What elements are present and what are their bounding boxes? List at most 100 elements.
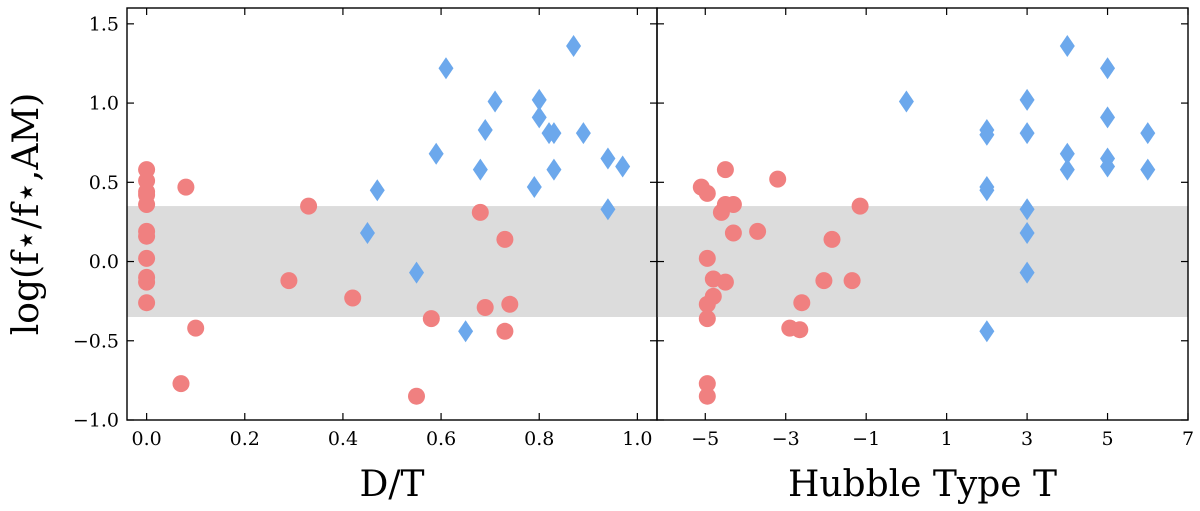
circle-point: [138, 196, 156, 213]
circle-point: [138, 227, 156, 245]
circle-point: [769, 170, 787, 188]
diamond-point: [1140, 122, 1156, 145]
y-tick-label: 1.5: [89, 13, 119, 35]
axes-frame: [656, 7, 1189, 421]
circle-point: [712, 203, 730, 221]
x-tick-label: 5: [1101, 428, 1113, 450]
circle-point: [422, 310, 440, 328]
x-tick-label: 0.6: [426, 428, 456, 450]
y-tick-label: 1.0: [89, 93, 119, 115]
shaded-band: [127, 206, 657, 317]
diamond-point: [1019, 88, 1035, 111]
diamond-point: [409, 261, 425, 284]
diamond-point: [575, 122, 591, 145]
diamond-point: [531, 88, 547, 111]
diamond-point: [1059, 35, 1075, 58]
diamond-point: [979, 123, 995, 146]
diamond-point: [979, 179, 995, 202]
circle-point: [698, 310, 716, 328]
circle-point: [344, 289, 362, 307]
y-tick-label: 0.5: [89, 172, 119, 194]
circle-point: [172, 375, 190, 393]
circle-point: [187, 319, 205, 337]
diamond-point: [615, 155, 631, 178]
circle-point: [698, 387, 716, 405]
diamond-point: [487, 90, 503, 113]
circle-point: [704, 287, 722, 305]
circle-point: [851, 197, 869, 215]
circle-point: [698, 375, 716, 393]
x-tick-label: 0.4: [328, 428, 358, 450]
diamond-point: [1019, 261, 1035, 284]
panel-right: −5 −3 −1 1 3 5 7 Hubble Type T: [656, 7, 1194, 505]
circle-point: [138, 273, 156, 291]
circle-point: [138, 294, 156, 312]
x-tick-label: −5: [691, 428, 719, 450]
diamond-point: [458, 320, 474, 343]
diamond-point: [428, 142, 444, 165]
diamond-point: [526, 176, 542, 199]
circle-point: [501, 295, 519, 313]
circle-point: [471, 203, 489, 221]
diamond-point: [600, 198, 616, 221]
x-tick-label: 0.8: [524, 428, 554, 450]
diamond-point: [438, 57, 454, 80]
diamond-point: [1059, 142, 1075, 165]
circle-point: [698, 184, 716, 202]
circle-point: [300, 197, 318, 215]
x-tick-label: 1.0: [622, 428, 652, 450]
circle-point: [815, 272, 833, 290]
shaded-band: [657, 206, 1188, 317]
circle-point: [716, 161, 734, 179]
diamond-point: [531, 106, 547, 129]
circle-point: [698, 249, 716, 267]
diamond-point: [1059, 158, 1075, 181]
x-tick-label: 0.0: [132, 428, 162, 450]
circle-point: [408, 387, 425, 405]
y-axis-label: log(f⋆/f⋆,AM): [6, 93, 47, 335]
x-tick-label: −1: [852, 428, 880, 450]
circle-point: [823, 230, 841, 248]
circle-point: [843, 272, 861, 290]
x-axis-label: D/T: [359, 464, 424, 505]
diamond-point: [477, 119, 493, 142]
circle-point: [280, 272, 298, 290]
diamond-point: [369, 179, 385, 202]
circle-point: [496, 230, 514, 248]
diamond-point: [1019, 122, 1035, 145]
x-tick-label: 3: [1021, 428, 1033, 450]
circle-point: [138, 249, 156, 267]
diamond-point: [1100, 57, 1116, 80]
diamond-point: [359, 222, 375, 245]
diamond-point: [600, 147, 616, 170]
diamond-point: [1140, 158, 1156, 181]
y-tick-label: −0.5: [73, 330, 119, 352]
circle-point: [496, 322, 514, 340]
diamond-point: [1100, 106, 1116, 129]
x-tick-label: −3: [772, 428, 800, 450]
circle-point: [724, 224, 742, 242]
diamond-point: [898, 90, 914, 113]
diamond-point: [1019, 222, 1035, 245]
diamond-point: [546, 158, 562, 181]
diamond-point: [546, 122, 562, 145]
diamond-point: [472, 158, 488, 181]
diamond-point: [1019, 198, 1035, 221]
circle-point: [749, 222, 767, 240]
x-tick-label: 0.2: [230, 428, 260, 450]
y-tick-label: −1.0: [73, 410, 119, 432]
circle-point: [724, 196, 742, 213]
x-axis-label: Hubble Type T: [788, 464, 1057, 505]
circle-point: [791, 321, 809, 339]
x-tick-label: 7: [1182, 428, 1194, 450]
diamond-point: [1100, 155, 1116, 178]
panel-left: 0.0 0.2 0.4 0.6 0.8 1.0 −1.0 −0.5 0.0 0.5 1.0 1.5 D/…: [73, 7, 658, 505]
x-tick-label: 1: [941, 428, 953, 450]
y-tick-label: 0.0: [89, 251, 119, 273]
diamond-point: [566, 35, 582, 58]
circle-point: [177, 178, 195, 196]
circle-point: [793, 294, 811, 312]
circle-point: [716, 273, 734, 291]
circle-point: [476, 299, 494, 316]
